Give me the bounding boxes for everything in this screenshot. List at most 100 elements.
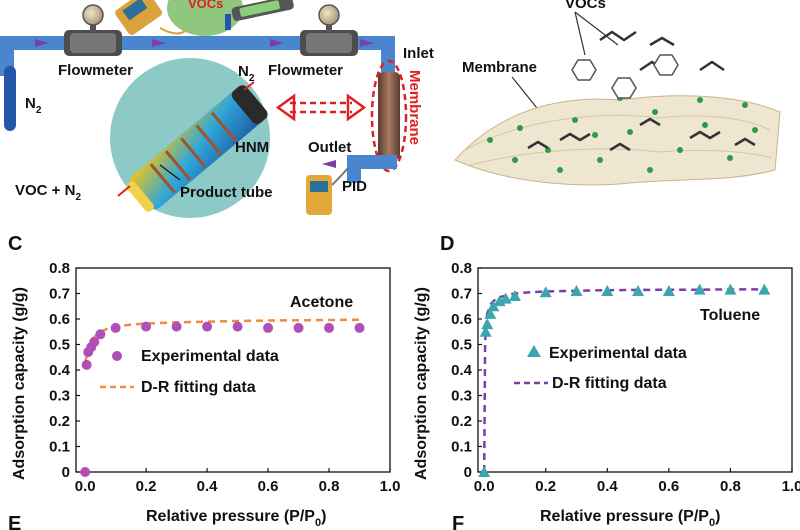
legend: Experimental data D-R fitting data — [514, 345, 687, 392]
data-point — [479, 325, 492, 337]
data-point — [758, 283, 771, 295]
detector-top-icon — [115, 0, 187, 36]
y-axis-label: Adsorption capacity (g/g) — [11, 287, 28, 480]
membrane-module — [378, 72, 400, 160]
y-tick-label: 0.8 — [451, 260, 472, 277]
y-tick-label: 0 — [464, 464, 472, 481]
syringe-icon — [225, 0, 294, 30]
x-tick-label: 0.4 — [197, 478, 219, 495]
flowmeter-2-label: Flowmeter — [268, 62, 343, 79]
x-tick-label: 0.8 — [720, 478, 741, 495]
flowmeter-1 — [64, 4, 122, 56]
product-tube-leader — [159, 164, 181, 181]
hnm-label: HNM — [235, 139, 269, 156]
y-tick-label: 0.7 — [49, 286, 70, 303]
data-point — [232, 321, 243, 332]
data-markers — [80, 321, 365, 477]
flow-arrows — [35, 39, 374, 47]
y-axis-label: Adsorption capacity (g/g) — [413, 287, 430, 480]
y-tick-label: 0.2 — [451, 413, 472, 430]
legend: Experimental data D-R fitting data — [100, 348, 279, 396]
y-tick-label: 0.3 — [451, 388, 472, 405]
x-tick-label: 0.4 — [597, 478, 619, 495]
panel-letter-f: F — [452, 513, 464, 530]
panel-letter-c: C — [8, 233, 22, 255]
data-point — [487, 300, 500, 312]
setup-schematic: N2 Flowmeter Flowmeter VOCs — [0, 0, 434, 218]
y-ticks: 0 0.1 0.2 0.3 0.4 0.5 0.6 0.7 0.8 — [49, 260, 80, 481]
y-tick-label: 0.5 — [49, 337, 70, 354]
product-tube-label: Product tube — [180, 184, 273, 201]
vocs-bubble — [167, 0, 243, 36]
flowmeter-1-label: Flowmeter — [58, 62, 133, 79]
chart-c: 0.0 0.2 0.4 0.6 0.8 1.0 00.10.20.30.40.50.60.… — [11, 260, 400, 529]
inlet-label: Inlet — [403, 45, 434, 62]
data-point — [570, 284, 583, 296]
data-point — [81, 359, 92, 370]
n2-left-label: N2 — [25, 95, 42, 116]
data-point — [171, 321, 182, 332]
data-point — [484, 307, 497, 319]
chart-d: 0.0 0.2 0.4 0.6 0.8 1.0 00.10.20.30.40.50.60.… — [413, 260, 800, 529]
data-point — [693, 283, 706, 295]
gas-pipe-outlet-down — [347, 155, 361, 183]
molecule-dots — [487, 95, 758, 173]
panel-letter-d: D — [440, 233, 454, 255]
outlet-label: Outlet — [308, 139, 351, 156]
series-annotation: Acetone — [290, 294, 353, 311]
membrane-vertical-label: Membrane — [406, 70, 423, 145]
data-point — [481, 318, 494, 330]
x-tick-label: 0.2 — [136, 478, 157, 495]
data-point — [80, 467, 91, 477]
x-ticks: 0.0 0.2 0.4 0.6 0.8 1.0 — [474, 468, 800, 495]
y-tick-label: 0.3 — [49, 388, 70, 405]
x-tick-label: 1.0 — [380, 478, 401, 495]
data-point — [539, 286, 552, 298]
x-tick-label: 0.8 — [319, 478, 340, 495]
legend-label-experimental: Experimental data — [549, 345, 687, 362]
x-tick-label: 1.0 — [782, 478, 800, 495]
legend-label-experimental: Experimental data — [141, 348, 279, 365]
x-axis-label: Relative pressure (P/P0) — [540, 508, 720, 529]
pid-detector-icon — [306, 167, 349, 215]
n2-cylinder — [4, 66, 16, 131]
data-point — [202, 321, 213, 332]
y-tick-label: 0.4 — [451, 362, 473, 379]
swap-double-arrow-icon — [275, 93, 367, 122]
y-tick-label: 0.6 — [49, 311, 70, 328]
series-annotation: Toluene — [700, 307, 760, 324]
n2-mid-label: N2 — [238, 63, 255, 84]
gas-pipe-down — [381, 36, 395, 72]
outlet-arrow — [322, 160, 336, 168]
flowmeter-2 — [300, 4, 358, 56]
data-markers — [478, 283, 771, 477]
data-point — [601, 284, 614, 296]
gas-pipe-left-elbow — [0, 36, 14, 76]
product-tube — [126, 85, 268, 212]
voc-n2-arrow — [117, 185, 131, 197]
membrane-sheet — [454, 95, 781, 186]
data-point — [89, 336, 100, 347]
legend-marker-experimental — [112, 351, 122, 361]
x-axis-label: Relative pressure (P/P0) — [146, 508, 326, 529]
x-tick-label: 0.0 — [75, 478, 96, 495]
y-ticks: 0 0.1 0.2 0.3 0.4 0.5 0.6 0.7 0.8 — [451, 260, 482, 481]
y-tick-label: 0.4 — [49, 362, 71, 379]
plot-area — [477, 267, 793, 473]
data-point — [662, 284, 675, 296]
legend-label-fit: D-R fitting data — [141, 379, 256, 396]
data-point — [724, 283, 737, 295]
y-tick-label: 0 — [62, 464, 70, 481]
y-tick-label: 0.8 — [49, 260, 70, 277]
y-tick-label: 0.5 — [451, 337, 472, 354]
n2-mid-arrow — [243, 81, 255, 91]
vocs-label: VOCs — [565, 0, 606, 12]
voc-n2-label: VOC + N2 — [15, 182, 81, 203]
x-tick-label: 0.6 — [258, 478, 279, 495]
x-ticks: 0.0 0.2 0.4 0.6 0.8 1.0 — [75, 468, 401, 495]
x-tick-label: 0.0 — [474, 478, 495, 495]
membrane-label: Membrane — [462, 59, 537, 76]
data-point — [141, 321, 152, 332]
y-tick-label: 0.6 — [451, 311, 472, 328]
legend-marker-experimental — [527, 345, 541, 357]
